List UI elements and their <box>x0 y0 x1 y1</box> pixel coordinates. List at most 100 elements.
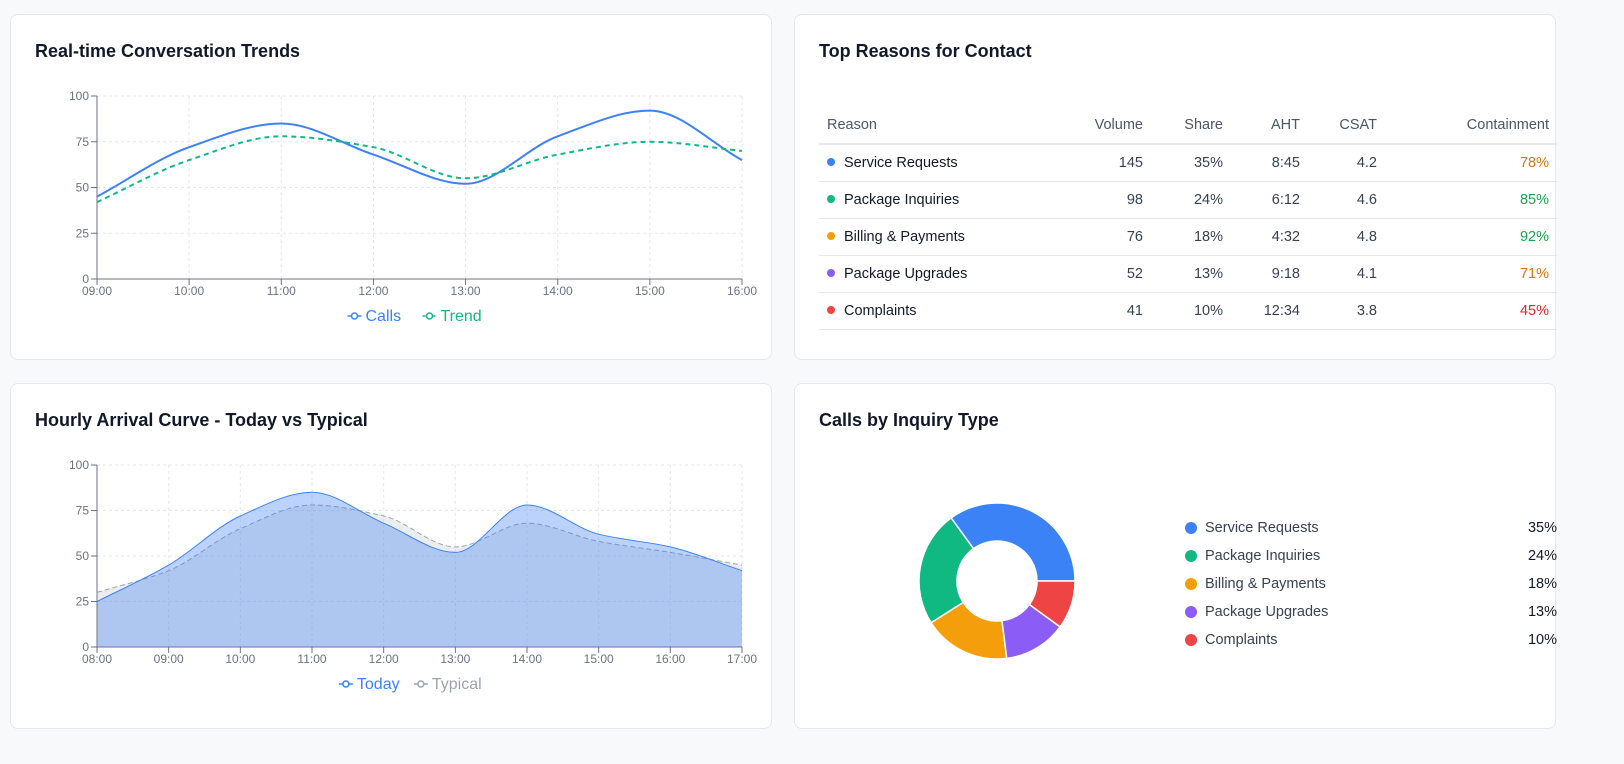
reason-dot-icon <box>827 158 835 166</box>
x-tick-label: 09:00 <box>154 652 184 666</box>
data-point <box>381 520 387 526</box>
legend-label: Calls <box>366 308 402 325</box>
x-tick-label: 10:00 <box>174 284 204 298</box>
y-tick-label: 50 <box>76 181 90 195</box>
series-line <box>96 491 743 602</box>
x-tick-label: 11:00 <box>297 652 326 666</box>
data-point <box>370 152 376 158</box>
csat-cell: 4.1 <box>1308 255 1385 293</box>
aht-cell: 12:34 <box>1231 292 1308 330</box>
data-point <box>94 194 100 200</box>
data-point <box>309 489 315 495</box>
legend-label: Service Requests <box>1205 520 1319 536</box>
legend-item[interactable]: Package Inquiries 24% <box>1185 547 1557 575</box>
legend-label: Package Upgrades <box>1205 604 1329 620</box>
reason-label: Billing & Payments <box>844 229 965 245</box>
inquiry-card: Calls by Inquiry Type Service Requests 35… <box>794 383 1557 729</box>
y-tick-label: 75 <box>76 504 90 518</box>
reasons-body: Service Requests 145 35% 8:45 4.2 78% Package … <box>819 144 1557 330</box>
data-point <box>739 562 745 568</box>
data-point <box>739 148 745 154</box>
legend-item[interactable]: Service Requests 35% <box>1185 519 1557 547</box>
legend-item-calls[interactable]: Calls <box>347 308 402 325</box>
legend-item[interactable]: Complaints 10% <box>1185 631 1557 659</box>
legend-item-typical[interactable]: Typical <box>413 676 482 693</box>
col-aht[interactable]: AHT <box>1231 107 1308 145</box>
col-share[interactable]: Share <box>1151 107 1231 145</box>
volume-cell: 41 <box>1065 292 1151 330</box>
containment-cell: 92% <box>1385 218 1557 256</box>
series-area-fill <box>97 505 742 647</box>
table-row[interactable]: Complaints 41 10% 12:34 3.8 45% <box>819 292 1557 330</box>
table-row[interactable]: Billing & Payments 76 18% 4:32 4.8 92% <box>819 218 1557 256</box>
donut-slice-service-requests[interactable] <box>950 502 1076 582</box>
x-tick-label: 13:00 <box>451 284 481 298</box>
x-tick-label: 12:00 <box>358 284 388 298</box>
data-point <box>463 181 469 187</box>
reason-label: Complaints <box>844 303 917 319</box>
data-point <box>94 599 100 605</box>
legend-item-trend[interactable]: Trend <box>422 308 482 325</box>
reason-dot-icon <box>827 306 835 314</box>
x-tick-label: 11:00 <box>267 284 296 298</box>
legend-item-today[interactable]: Today <box>338 676 400 693</box>
containment-cell: 85% <box>1385 181 1557 219</box>
reasons-table: Reason Volume Share AHT CSAT Containment… <box>819 107 1557 330</box>
inquiry-legend: Service Requests 35% Package Inquiries 24% B… <box>1185 519 1557 659</box>
col-containment[interactable]: Containment <box>1385 107 1557 145</box>
legend-dot-icon <box>1185 550 1197 562</box>
share-cell: 35% <box>1151 144 1231 182</box>
chart-legend: Calls Trend <box>347 308 482 325</box>
legend-value: 10% <box>1527 632 1557 648</box>
col-csat[interactable]: CSAT <box>1308 107 1385 145</box>
legend-value: 24% <box>1527 548 1557 564</box>
legend-item[interactable]: Package Upgrades 13% <box>1185 603 1557 631</box>
trends-title: Real-time Conversation Trends <box>35 41 301 61</box>
table-row[interactable]: Service Requests 145 35% 8:45 4.2 78% <box>819 144 1557 182</box>
csat-cell: 4.8 <box>1308 218 1385 256</box>
x-tick-label: 09:00 <box>82 284 112 298</box>
legend-item[interactable]: Billing & Payments 18% <box>1185 575 1557 603</box>
series-area-fill <box>97 492 742 647</box>
volume-cell: 76 <box>1065 218 1151 256</box>
col-reason[interactable]: Reason <box>819 107 1065 145</box>
containment-cell: 78% <box>1385 144 1557 182</box>
y-tick-label: 0 <box>82 640 89 654</box>
arrival-card: Hourly Arrival Curve - Today vs Typical … <box>10 383 772 729</box>
reason-label: Service Requests <box>844 155 958 171</box>
data-point <box>555 152 561 158</box>
volume-cell: 98 <box>1065 181 1151 219</box>
inquiry-donut-chart <box>918 502 1076 660</box>
legend-label: Typical <box>432 676 482 693</box>
trends-card: Real-time Conversation Trends 0 25 50 75 100… <box>10 14 772 360</box>
x-tick-label: 12:00 <box>369 652 399 666</box>
x-tick-label: 15:00 <box>584 652 614 666</box>
x-tick-label: 14:00 <box>543 284 573 298</box>
data-point <box>452 544 458 550</box>
legend-dot-icon <box>1185 634 1197 646</box>
csat-cell: 3.8 <box>1308 292 1385 330</box>
legend-marker-icon <box>350 312 359 320</box>
x-tick-label: 17:00 <box>727 652 757 666</box>
legend-dot-icon <box>1185 578 1197 590</box>
table-row[interactable]: Package Upgrades 52 13% 9:18 4.1 71% <box>819 255 1557 293</box>
series-trend <box>96 135 745 204</box>
series-typical <box>96 504 745 647</box>
series-line <box>96 504 743 593</box>
reason-cell: Package Upgrades <box>819 255 1065 293</box>
table-row[interactable]: Package Inquiries 98 24% 6:12 4.6 85% <box>819 181 1557 219</box>
col-volume[interactable]: Volume <box>1065 107 1151 145</box>
legend-marker-icon <box>342 680 350 688</box>
trends-chart: 0 25 50 75 100 09:00 10:00 11:00 12:00 13:00 14:00… <box>69 89 757 325</box>
legend-label: Today <box>357 676 400 693</box>
reasons-title: Top Reasons for Contact <box>819 41 1032 61</box>
share-cell: 13% <box>1151 255 1231 293</box>
reason-cell: Billing & Payments <box>819 218 1065 256</box>
data-point <box>381 513 387 519</box>
x-tick-label: 16:00 <box>727 284 757 298</box>
data-point <box>166 562 172 568</box>
data-point <box>237 513 243 519</box>
share-cell: 18% <box>1151 218 1231 256</box>
series-today <box>94 489 743 647</box>
donut-slice-complaints[interactable] <box>1028 580 1076 628</box>
